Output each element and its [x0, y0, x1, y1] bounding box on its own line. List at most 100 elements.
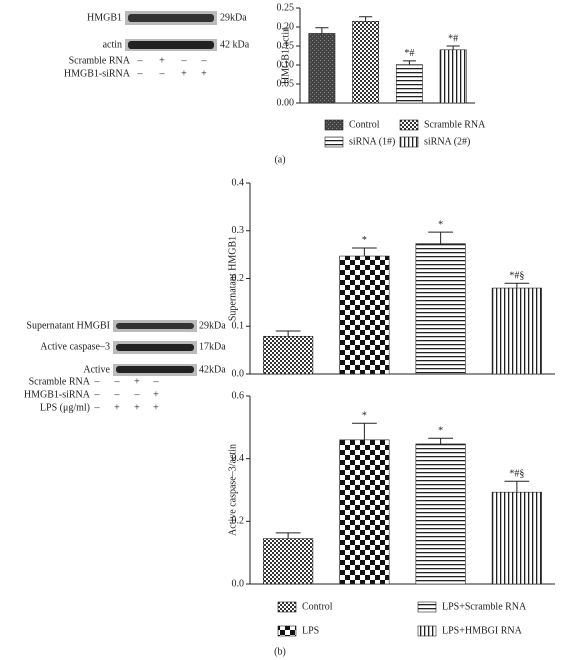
condition-label: Scramble RNA — [29, 376, 91, 387]
y-tick-label: 0.25 — [277, 2, 295, 13]
significance-label: *# — [448, 33, 458, 44]
y-tick-label: 0.2 — [232, 273, 245, 284]
bar — [415, 443, 466, 585]
significance-label: * — [438, 426, 443, 437]
condition-sign: + — [114, 402, 120, 413]
y-axis-label: Supernatant HMGB1 — [227, 236, 238, 321]
condition-sign: – — [201, 55, 208, 66]
bar — [352, 20, 380, 104]
legend-swatch — [417, 601, 437, 613]
legend-swatch — [324, 119, 344, 131]
blot-row-label: Active — [83, 364, 110, 375]
legend-swatch — [399, 136, 419, 148]
condition-sign: – — [134, 389, 141, 400]
significance-label: *# — [404, 48, 414, 59]
blot-band — [116, 344, 194, 351]
condition-sign: – — [153, 376, 160, 387]
error-bar — [351, 422, 377, 440]
error-bar — [428, 437, 454, 444]
significance-label: * — [362, 411, 367, 422]
condition-sign: – — [114, 376, 121, 387]
significance-label: * — [362, 235, 367, 246]
blot-row-label: actin — [103, 39, 122, 50]
blot-band — [116, 366, 194, 373]
condition-sign: – — [114, 389, 121, 400]
error-bar — [446, 45, 460, 50]
condition-sign: + — [181, 68, 187, 79]
condition-sign: – — [137, 68, 144, 79]
y-tick-label: 0.6 — [232, 390, 245, 401]
blot-size-label: 29kDa — [220, 12, 247, 23]
bar — [339, 439, 390, 585]
legend-swatch — [324, 136, 344, 148]
condition-label: HMGB1-siRNA — [64, 68, 131, 79]
legend-swatch — [399, 119, 419, 131]
condition-sign: – — [181, 55, 188, 66]
blot-band — [128, 14, 214, 22]
blot-row-label: HMGB1 — [87, 12, 122, 23]
bar — [308, 33, 336, 104]
y-tick-label: 0.10 — [277, 59, 295, 70]
condition-sign: – — [94, 389, 101, 400]
blot-size-label: 17kDa — [199, 341, 226, 352]
bar — [415, 243, 466, 375]
panel-label: (b) — [274, 646, 286, 657]
error-bar — [275, 532, 301, 539]
y-axis-label: Active caspase–3/actin — [227, 444, 238, 536]
y-tick-label: 0.2 — [232, 516, 245, 527]
legend-label: siRNA (1#) — [349, 136, 395, 147]
y-tick-label: 0.15 — [277, 40, 295, 51]
bar — [263, 538, 314, 585]
y-tick-label: 0.0 — [232, 368, 245, 379]
legend-label: siRNA (2#) — [424, 136, 470, 147]
bar — [339, 255, 390, 375]
legend-label: LPS — [302, 625, 319, 636]
condition-sign: + — [134, 376, 140, 387]
bar — [263, 335, 314, 375]
blot-row-label: Active caspase–3 — [40, 341, 110, 352]
y-tick-label: 0.4 — [232, 453, 245, 464]
legend-label: LPS+HMBGI RNA — [442, 625, 523, 636]
condition-sign: – — [137, 55, 144, 66]
legend-swatch — [277, 625, 297, 637]
legend-swatch — [277, 601, 297, 613]
blot-row-label: Supernatant HMGBI — [26, 320, 110, 331]
panel-label: (a) — [274, 154, 285, 165]
significance-label: *#§ — [509, 271, 524, 282]
bar — [491, 491, 542, 585]
error-bar — [504, 282, 530, 289]
y-axis-label: HMGB1/actin — [280, 27, 291, 84]
legend-label: Control — [302, 601, 333, 612]
condition-sign: – — [94, 376, 101, 387]
error-bar — [275, 330, 301, 337]
blot-band — [116, 323, 194, 329]
blot-band — [128, 41, 214, 49]
y-tick-label: 0.05 — [277, 78, 295, 89]
condition-label: Scramble RNA — [69, 55, 131, 66]
condition-sign: – — [94, 402, 101, 413]
y-tick-label: 0.1 — [232, 321, 245, 332]
bar — [491, 287, 542, 375]
y-tick-label: 0.4 — [232, 177, 245, 188]
legend-label: LPS+Scramble RNA — [442, 601, 527, 612]
error-bar — [315, 27, 329, 34]
condition-sign: + — [153, 402, 159, 413]
blot-size-label: 42 kDa — [220, 39, 250, 50]
condition-label: HMGB1-siRNA — [24, 389, 91, 400]
legend-swatch — [417, 625, 437, 637]
significance-label: * — [438, 219, 443, 230]
y-tick-label: 0.20 — [277, 21, 295, 32]
condition-sign: – — [159, 68, 166, 79]
y-tick-label: 0.00 — [277, 97, 295, 108]
error-bar — [428, 231, 454, 244]
bar — [395, 64, 423, 104]
bar — [439, 49, 467, 104]
significance-label: *#§ — [509, 469, 524, 480]
y-tick-label: 0.3 — [232, 225, 245, 236]
condition-sign: + — [153, 389, 159, 400]
legend-label: Control — [349, 119, 380, 130]
condition-sign: + — [201, 68, 207, 79]
error-bar — [359, 16, 373, 22]
y-tick-label: 0.0 — [232, 578, 245, 589]
